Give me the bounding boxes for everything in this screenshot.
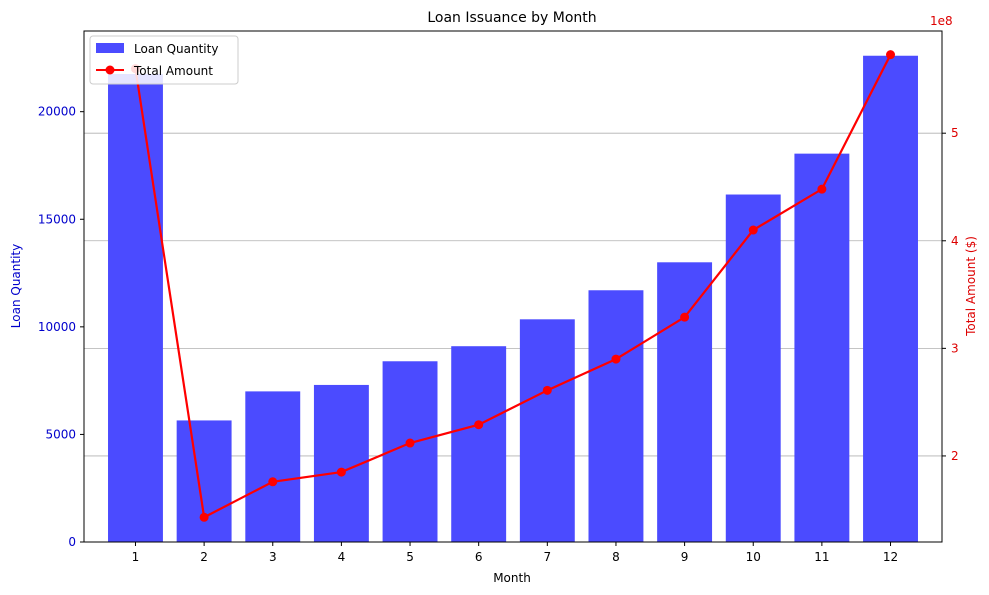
bar-loan-quantity — [108, 74, 163, 542]
point-total-amount — [542, 385, 552, 395]
y-right-tick-label: 3 — [951, 341, 959, 355]
legend-box — [89, 35, 239, 85]
x-tick-label: 5 — [406, 550, 414, 564]
legend-label-total-amount: Total Amount — [133, 64, 213, 78]
x-tick-label: 9 — [681, 550, 689, 564]
bar-loan-quantity — [245, 391, 301, 542]
y-axis-right-label: Total Amount ($) — [964, 236, 978, 337]
x-tick-label: 1 — [132, 550, 140, 564]
x-tick-label: 11 — [814, 550, 829, 564]
plot-area-frame — [83, 30, 943, 543]
legend-label-loan-quantity: Loan Quantity — [134, 42, 218, 56]
bar-series-loan-quantity — [108, 55, 918, 542]
x-tick-label: 4 — [338, 550, 346, 564]
x-tick-label: 8 — [612, 550, 620, 564]
y-axis-left-label: Loan Quantity — [9, 244, 23, 328]
bar-loan-quantity — [725, 194, 781, 542]
y-axis-right-offset-label: 1e8 — [930, 14, 953, 28]
y-right-tick-label: 4 — [951, 234, 959, 248]
x-tick-label: 3 — [269, 550, 277, 564]
bar-loan-quantity — [451, 346, 507, 542]
x-axis: 1 2 3 4 5 6 7 8 9 10 11 12 — [132, 542, 898, 564]
point-total-amount — [405, 438, 415, 448]
legend-marker-total-amount — [105, 65, 115, 75]
y-left-tick-label: 5000 — [45, 427, 76, 441]
line-total-amount — [134, 54, 892, 519]
y-axis-right: 2 3 4 5 — [942, 126, 959, 463]
y-left-tick-label: 20000 — [38, 105, 76, 119]
point-total-amount — [748, 225, 758, 235]
x-tick-label: 6 — [475, 550, 483, 564]
y-right-tick-label: 5 — [951, 126, 959, 140]
point-total-amount — [199, 512, 209, 522]
point-total-amount — [268, 477, 278, 487]
x-axis-label: Month — [493, 571, 531, 585]
y-left-tick-label: 0 — [68, 535, 76, 549]
bar-loan-quantity — [863, 55, 918, 542]
x-tick-label: 10 — [746, 550, 761, 564]
bar-loan-quantity — [794, 153, 850, 542]
y-left-tick-label: 10000 — [38, 320, 76, 334]
bar-loan-quantity — [657, 262, 713, 542]
bar-loan-quantity — [519, 319, 575, 542]
x-tick-label: 2 — [200, 550, 208, 564]
point-total-amount — [817, 184, 827, 194]
legend: Loan Quantity Total Amount — [89, 35, 239, 85]
point-total-amount — [680, 312, 690, 322]
point-total-amount — [611, 354, 621, 364]
legend-swatch-loan-quantity — [96, 43, 124, 53]
y-left-tick-label: 15000 — [38, 212, 76, 226]
x-tick-label: 12 — [883, 550, 898, 564]
y-right-tick-label: 2 — [951, 449, 959, 463]
point-total-amount — [886, 50, 896, 60]
y-axis-left: 0 5000 10000 15000 20000 — [38, 105, 84, 549]
bar-loan-quantity — [588, 290, 644, 542]
point-total-amount — [336, 467, 346, 477]
bar-loan-quantity — [176, 420, 232, 542]
chart-title: Loan Issuance by Month — [427, 10, 596, 26]
x-tick-label: 7 — [543, 550, 551, 564]
point-total-amount — [474, 420, 484, 430]
